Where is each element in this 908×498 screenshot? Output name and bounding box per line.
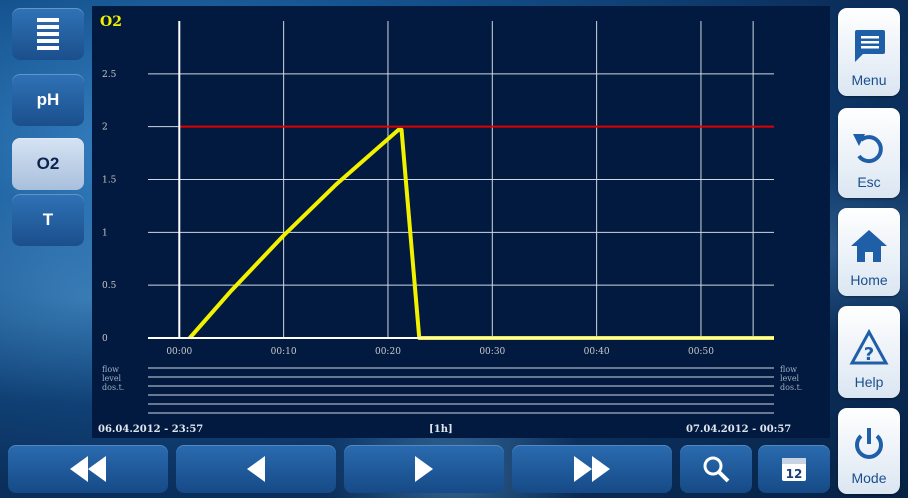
step-forward-button[interactable] — [344, 445, 504, 493]
y-tick-label: 2.5 — [102, 70, 117, 80]
power-icon — [855, 428, 883, 459]
home-label: Home — [850, 272, 888, 288]
status-label-level: level — [102, 374, 122, 383]
date-end: 07.04.2012 - 00:57 — [686, 424, 791, 435]
y-tick-label: 0 — [102, 334, 108, 344]
undo-icon — [853, 134, 883, 164]
sidebar-item-ph[interactable]: pH — [12, 74, 84, 126]
x-tick-label: 00:20 — [375, 347, 401, 357]
svg-text:?: ? — [864, 344, 874, 365]
mode-button[interactable]: Mode — [838, 408, 900, 494]
menu-button[interactable]: Menu — [838, 8, 900, 96]
fast-rewind-button[interactable] — [8, 445, 168, 493]
series-layer — [179, 125, 774, 340]
x-tick-label: 00:10 — [271, 347, 297, 357]
list-icon — [37, 15, 59, 53]
mode-label: Mode — [851, 470, 887, 486]
home-button[interactable]: Home — [838, 208, 900, 296]
list-view-button[interactable] — [12, 8, 84, 60]
sidebar-item-label: O2 — [36, 154, 60, 173]
sidebar-item-label: pH — [36, 90, 60, 109]
status-label-dost: dos.t. — [102, 383, 124, 392]
grid-layer — [148, 21, 774, 338]
sidebar-item-t[interactable]: T — [12, 194, 84, 246]
esc-label: Esc — [857, 174, 881, 190]
zoom-button[interactable] — [680, 445, 752, 493]
step-back-button[interactable] — [176, 445, 336, 493]
x-tick-label: 00:00 — [166, 347, 192, 357]
y-tick-label: 1 — [102, 228, 108, 238]
fast-forward-button[interactable] — [512, 445, 672, 493]
chart-panel: 00:00 00:10 00:20 00:30 00:40 00:50 0 0.5 1 1.5 2 2… — [92, 6, 830, 438]
status-label-flow: flow — [102, 365, 119, 374]
home-icon — [851, 230, 887, 262]
x-tick-label: 00:40 — [584, 347, 610, 357]
status-label-flow-right: flow — [780, 365, 797, 374]
date-start: 06.04.2012 - 23:57 — [98, 424, 203, 435]
y-axis-label: O2 — [100, 14, 122, 30]
fast-rewind-icon — [70, 456, 106, 482]
y-tick-label: 0.5 — [102, 281, 117, 291]
x-tick-label: 00:30 — [479, 347, 505, 357]
y-tick-label: 1.5 — [102, 176, 117, 186]
step-back-icon — [247, 456, 265, 482]
search-icon — [703, 456, 730, 483]
status-label-level-right: level — [780, 374, 800, 383]
period-label: [1h] — [429, 424, 453, 435]
calendar-icon: 12 — [782, 458, 806, 481]
menu-icon — [855, 30, 885, 62]
series-line-o2 — [188, 127, 774, 340]
calendar-day: 12 — [786, 467, 803, 481]
axis-layer — [148, 21, 774, 339]
status-strip: flow level dos.t. flow level dos.t. — [102, 365, 802, 414]
help-label: Help — [854, 374, 884, 390]
esc-button[interactable]: Esc — [838, 108, 900, 198]
y-tick-label: 2 — [102, 123, 108, 133]
sidebar-item-label: T — [42, 210, 54, 229]
menu-label: Menu — [851, 72, 887, 88]
tick-layer: 00:00 00:10 00:20 00:30 00:40 00:50 0 0.5 1 1.5 2 2… — [102, 70, 714, 357]
help-button[interactable]: ? Help — [838, 306, 900, 398]
help-icon: ? — [849, 328, 889, 365]
fast-forward-icon — [574, 456, 610, 482]
step-forward-icon — [415, 456, 433, 482]
o2-chart: 00:00 00:10 00:20 00:30 00:40 00:50 0 0.5 1 1.5 2 2… — [98, 14, 802, 435]
sidebar-item-o2[interactable]: O2 — [12, 138, 84, 190]
status-label-dost-right: dos.t. — [780, 383, 802, 392]
x-tick-label: 00:50 — [688, 347, 714, 357]
calendar-button[interactable]: 12 — [758, 445, 830, 493]
